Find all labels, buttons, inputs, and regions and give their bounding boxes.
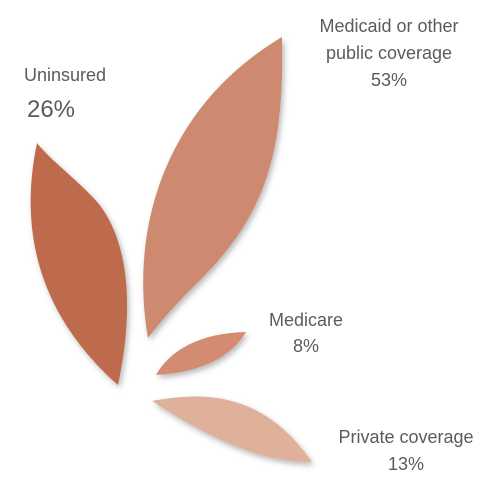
leaf-medicaid <box>143 37 283 338</box>
leaf-private <box>152 396 312 462</box>
label-uninsured-value: 26% <box>27 96 75 123</box>
label-private-name: Private coverage <box>338 427 473 447</box>
label-medicaid-value: 53% <box>371 70 407 90</box>
label-uninsured-name: Uninsured <box>24 65 106 85</box>
label-medicare-name: Medicare <box>269 310 343 330</box>
label-medicaid-name-line1: Medicaid or other <box>319 16 458 36</box>
label-private-value: 13% <box>388 454 424 474</box>
leaf-uninsured <box>30 143 128 385</box>
label-medicare-value: 8% <box>293 336 319 356</box>
label-medicaid-name-line2: public coverage <box>326 43 452 63</box>
leaf-medicare <box>156 332 246 375</box>
